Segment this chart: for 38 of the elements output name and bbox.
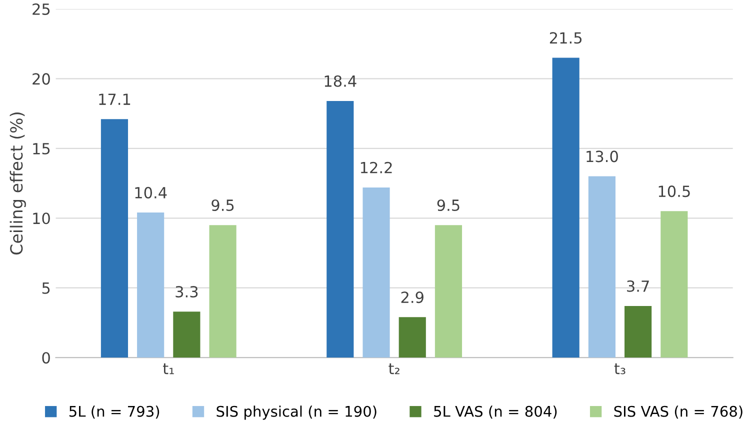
bar <box>434 225 462 358</box>
bar <box>362 187 390 358</box>
data-label: 3.3 <box>176 286 198 298</box>
bar <box>588 176 616 358</box>
legend-label: SIS physical (n = 190) <box>216 406 376 420</box>
bar <box>552 58 580 358</box>
data-label: 9.5 <box>437 199 460 212</box>
y-tick-label: 5 <box>42 282 50 294</box>
y-tick-label: 15 <box>33 143 50 154</box>
bar <box>660 211 688 358</box>
bar <box>137 212 164 358</box>
data-label: 13.0 <box>586 150 618 162</box>
x-tick-label: t₂ <box>388 363 400 374</box>
bar <box>326 100 354 358</box>
legend-label: SIS VAS (n = 768) <box>614 406 742 419</box>
legend-label: 5L (n = 793) <box>69 406 160 419</box>
y-tick-label: 0 <box>42 352 50 364</box>
legend-label: 5L VAS (n = 804) <box>434 406 557 419</box>
x-tick-label: t₃ <box>614 363 626 374</box>
data-label: 12.2 <box>360 162 392 174</box>
y-tick-label: 20 <box>32 73 50 85</box>
bar <box>398 317 426 358</box>
data-label: 17.1 <box>99 94 130 105</box>
data-label: 2.9 <box>401 292 424 304</box>
data-label: 3.7 <box>627 280 649 292</box>
data-label: 10.4 <box>135 186 167 198</box>
data-label: 18.4 <box>324 75 356 87</box>
x-tick-label: t₁ <box>162 363 174 374</box>
bar <box>173 312 200 358</box>
bar <box>624 306 652 358</box>
bar <box>209 225 236 358</box>
y-axis-title: Ceiling effect (%) <box>10 112 26 254</box>
data-label: 9.5 <box>212 199 234 212</box>
y-tick-label: 25 <box>32 3 50 15</box>
data-label: 10.5 <box>658 186 690 198</box>
data-label: 21.5 <box>550 32 582 44</box>
bar <box>100 119 128 358</box>
y-tick-label: 10 <box>33 212 50 224</box>
